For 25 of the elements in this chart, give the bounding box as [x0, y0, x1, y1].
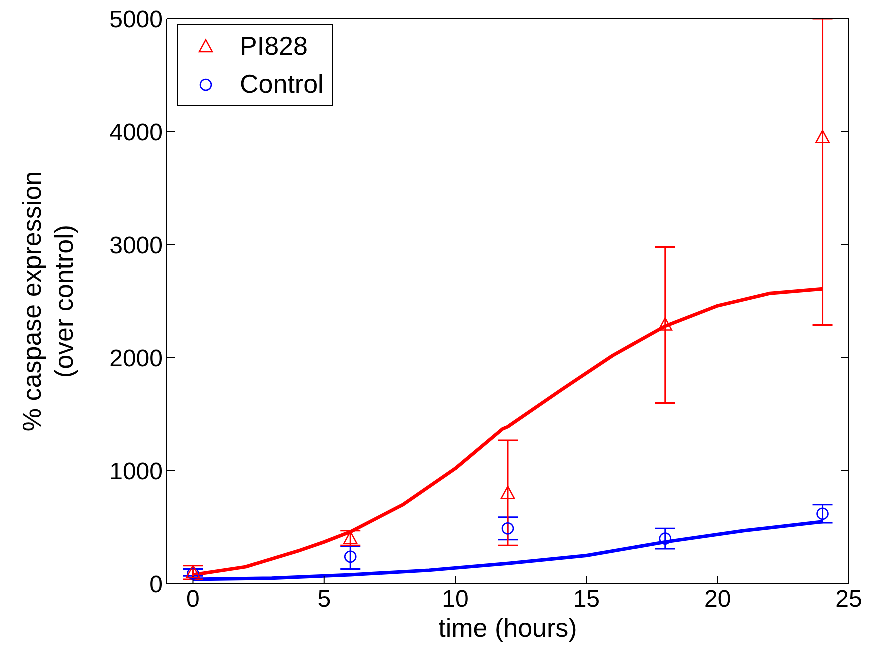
x-axis-title: time (hours)	[438, 613, 578, 643]
point	[816, 508, 829, 520]
x-tick-label: 5	[318, 586, 332, 614]
y-tick-label: 3000	[110, 232, 163, 260]
x-tick-label: 15	[573, 586, 600, 614]
y-tick-label: 4000	[110, 120, 163, 147]
x-tick-label: 20	[704, 586, 732, 614]
legend-label: PI828	[240, 30, 308, 63]
y-tick-label: 2000	[110, 346, 163, 373]
point	[658, 318, 673, 331]
point	[186, 565, 200, 578]
x-tick-label: 10	[442, 586, 469, 614]
y-axis-title: % caspase expression (over control)	[17, 171, 79, 432]
y-tick-label: 5000	[110, 6, 163, 34]
x-tick-label: 0	[186, 586, 200, 614]
point	[343, 531, 358, 544]
x-tick-label: 25	[836, 586, 862, 614]
y-tick-label: 1000	[110, 458, 163, 486]
point	[344, 550, 357, 564]
point	[816, 130, 830, 144]
point	[187, 568, 200, 580]
point	[502, 522, 514, 535]
point	[659, 532, 672, 545]
point	[500, 486, 516, 500]
legend-label: Control	[240, 68, 324, 101]
